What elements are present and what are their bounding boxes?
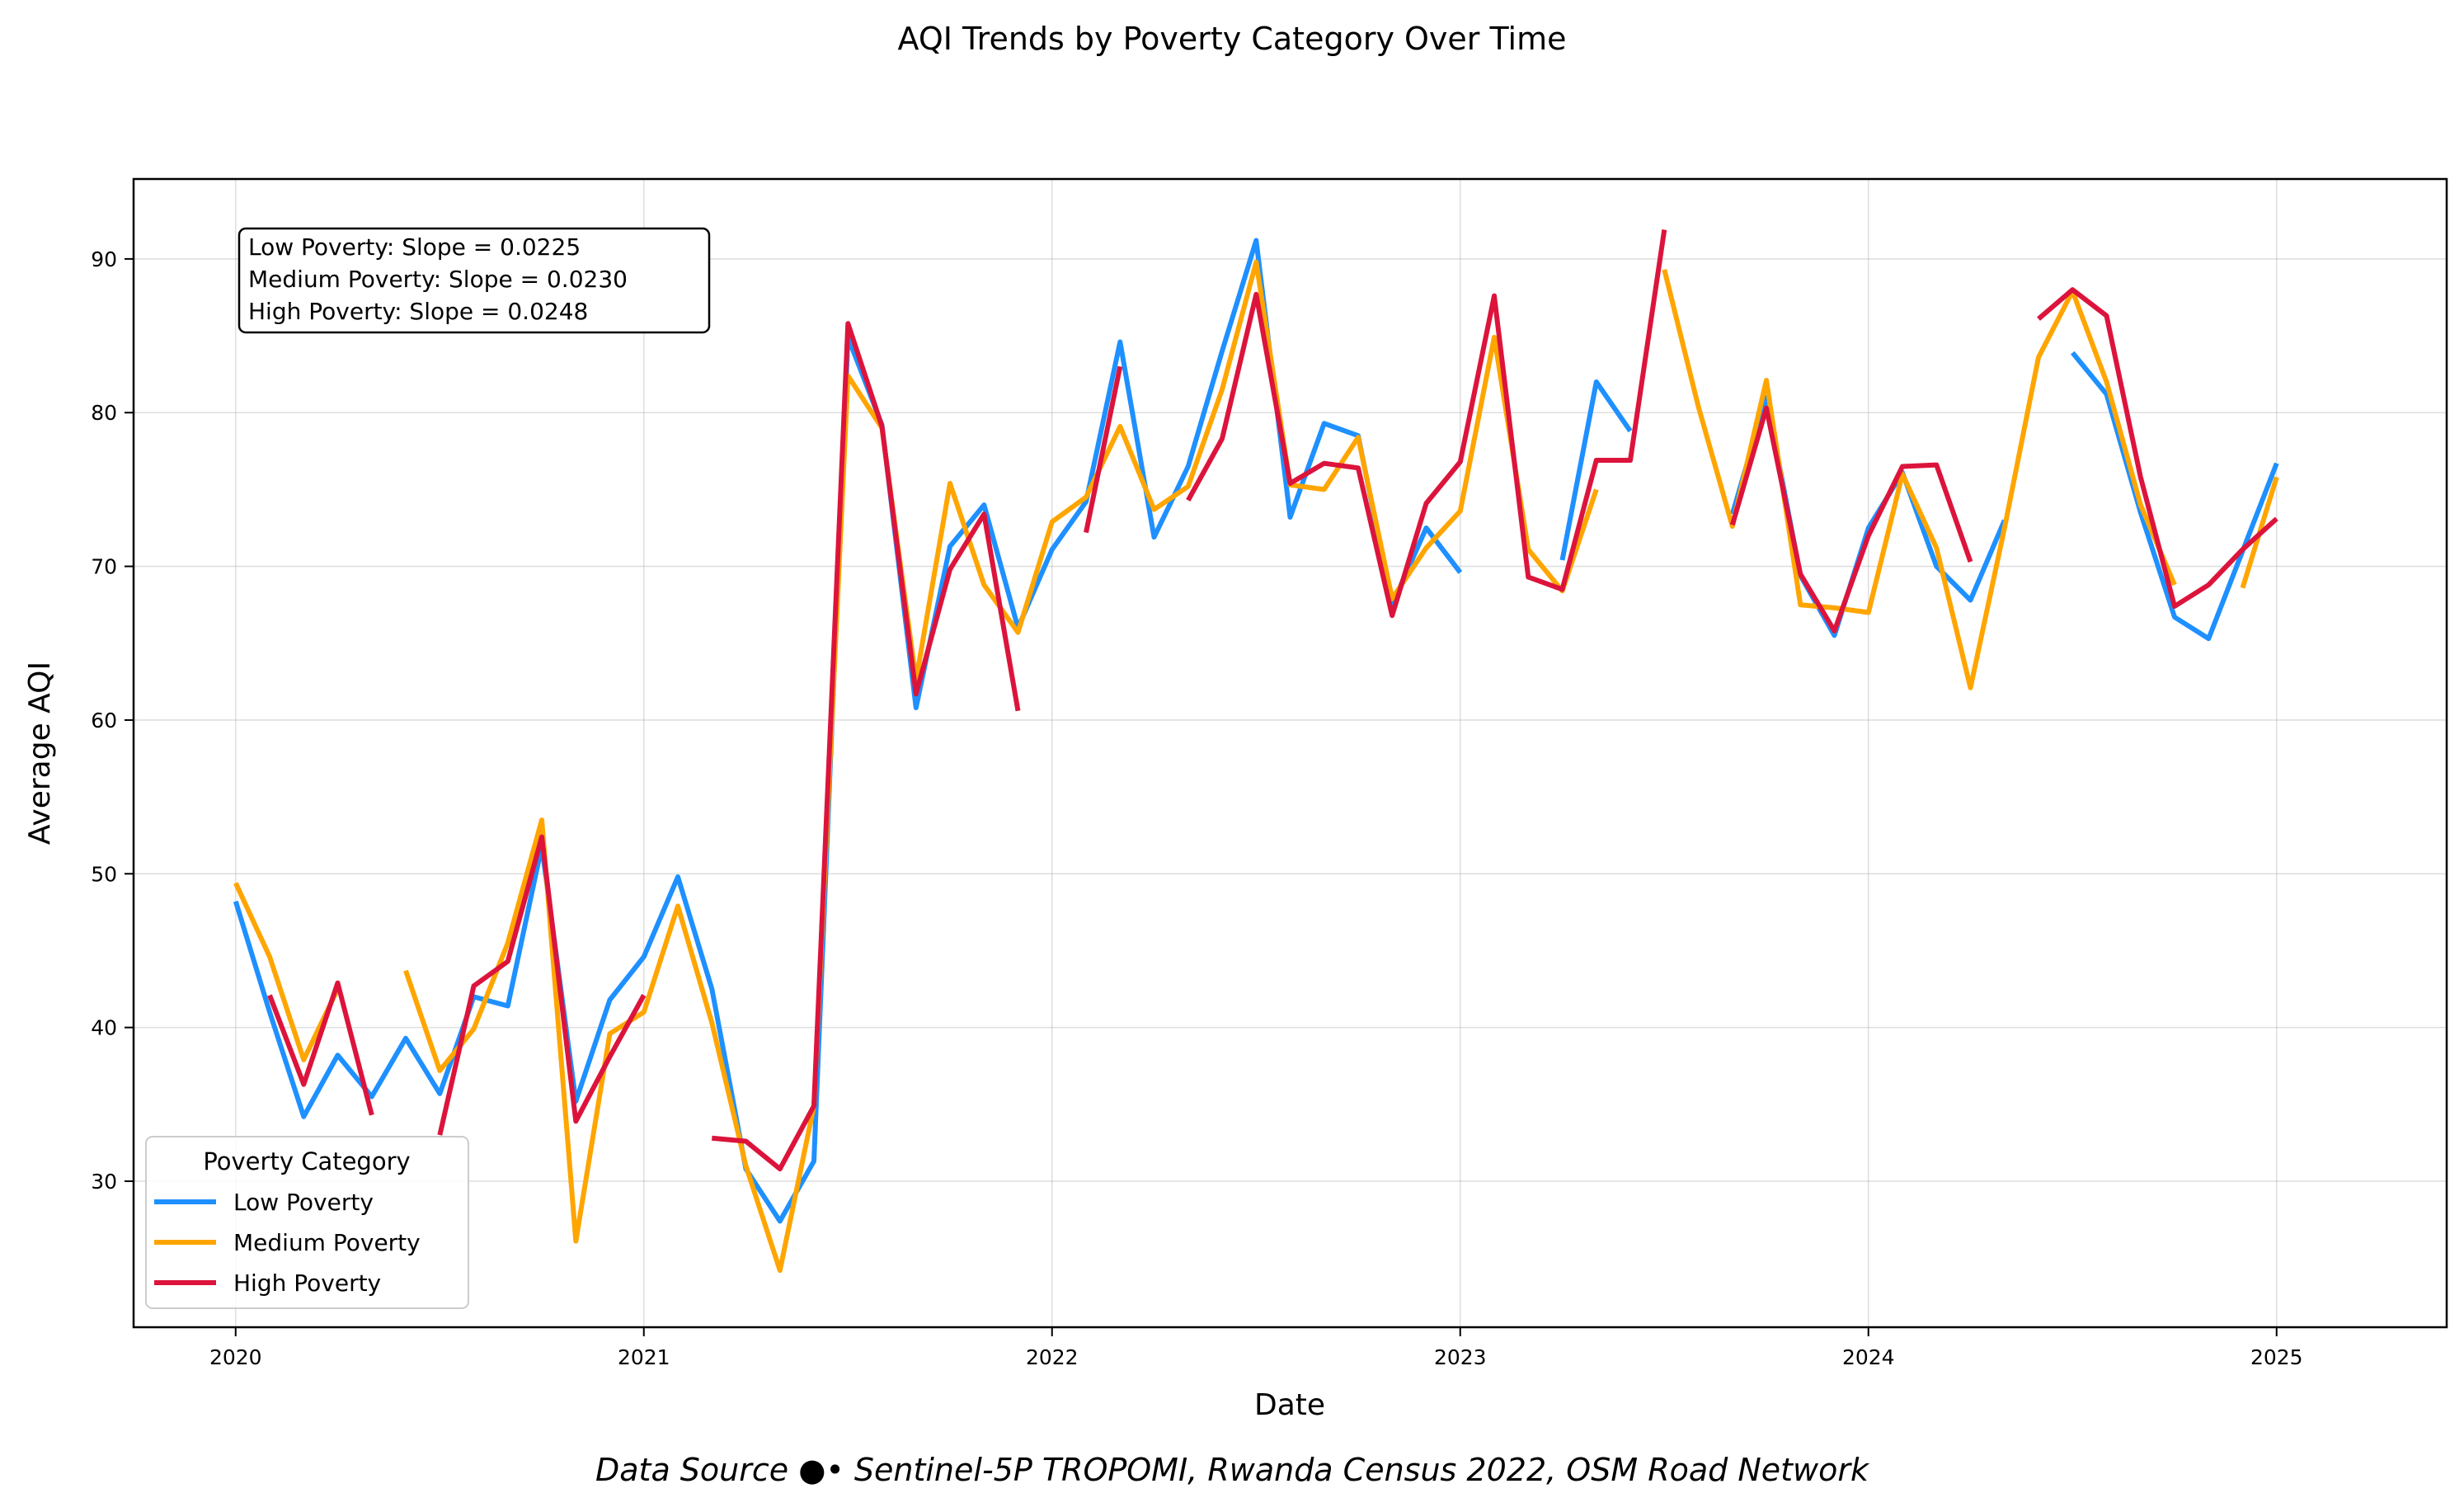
series-line-low-poverty bbox=[2070, 351, 2279, 642]
legend-label-high: High Poverty bbox=[233, 1269, 381, 1297]
x-axis-ticks: 2020 2021 2022 2023 2024 2025 bbox=[209, 1327, 2303, 1369]
series-line-high-poverty bbox=[1084, 365, 1123, 534]
y-tick-label: 50 bbox=[91, 862, 117, 886]
y-tick-label: 90 bbox=[91, 247, 117, 271]
series-line-high-poverty bbox=[267, 980, 374, 1116]
legend-label-low: Low Poverty bbox=[233, 1189, 374, 1216]
plot-frame bbox=[132, 177, 2448, 1329]
y-tick-label: 70 bbox=[91, 555, 117, 579]
series-line-medium-poverty bbox=[1662, 269, 2177, 690]
legend: Poverty Category Low Poverty Medium Pove… bbox=[145, 1136, 469, 1309]
series-line-low-poverty bbox=[1559, 379, 1633, 561]
series-line-high-poverty bbox=[2037, 287, 2278, 609]
y-tick-label: 40 bbox=[91, 1016, 117, 1040]
y-tick-label: 60 bbox=[91, 709, 117, 732]
y-tick-label: 80 bbox=[91, 401, 117, 425]
x-tick-label: 2024 bbox=[1842, 1345, 1895, 1369]
series-lines bbox=[233, 229, 2279, 1274]
y-tick-label: 30 bbox=[91, 1170, 117, 1194]
series-line-high-poverty bbox=[1729, 405, 1973, 634]
y-axis-label: Average AQI bbox=[23, 662, 57, 845]
chart-title: AQI Trends by Poverty Category Over Time bbox=[898, 21, 1567, 57]
legend-frame bbox=[145, 1136, 469, 1309]
x-tick-label: 2025 bbox=[2250, 1345, 2303, 1369]
x-tick-label: 2021 bbox=[618, 1345, 670, 1369]
legend-label-medium: Medium Poverty bbox=[233, 1229, 421, 1256]
series-line-high-poverty bbox=[437, 834, 647, 1136]
x-tick-label: 2022 bbox=[1026, 1345, 1079, 1369]
x-tick-label: 2020 bbox=[209, 1345, 262, 1369]
y-axis-ticks: 30 40 50 60 70 80 90 bbox=[91, 247, 134, 1194]
x-tick-label: 2023 bbox=[1434, 1345, 1487, 1369]
data-source-footnote: Data Source ●• Sentinel-5P TROPOMI, Rwan… bbox=[595, 1452, 1870, 1488]
annotation-line-medium: Medium Poverty: Slope = 0.0230 bbox=[248, 266, 628, 293]
grid bbox=[134, 179, 2447, 1327]
series-line-medium-poverty bbox=[233, 882, 341, 1062]
annotation-line-low: Low Poverty: Slope = 0.0225 bbox=[248, 233, 581, 261]
series-line-high-poverty bbox=[1186, 229, 1667, 619]
annotation-frame bbox=[237, 227, 711, 334]
slope-annotation-box: Low Poverty: Slope = 0.0225 Medium Pover… bbox=[237, 227, 711, 334]
legend-title: Poverty Category bbox=[203, 1147, 410, 1175]
x-axis-label: Date bbox=[1254, 1388, 1325, 1422]
annotation-line-high: High Poverty: Slope = 0.0248 bbox=[248, 298, 588, 325]
series-line-high-poverty bbox=[712, 321, 1021, 1172]
